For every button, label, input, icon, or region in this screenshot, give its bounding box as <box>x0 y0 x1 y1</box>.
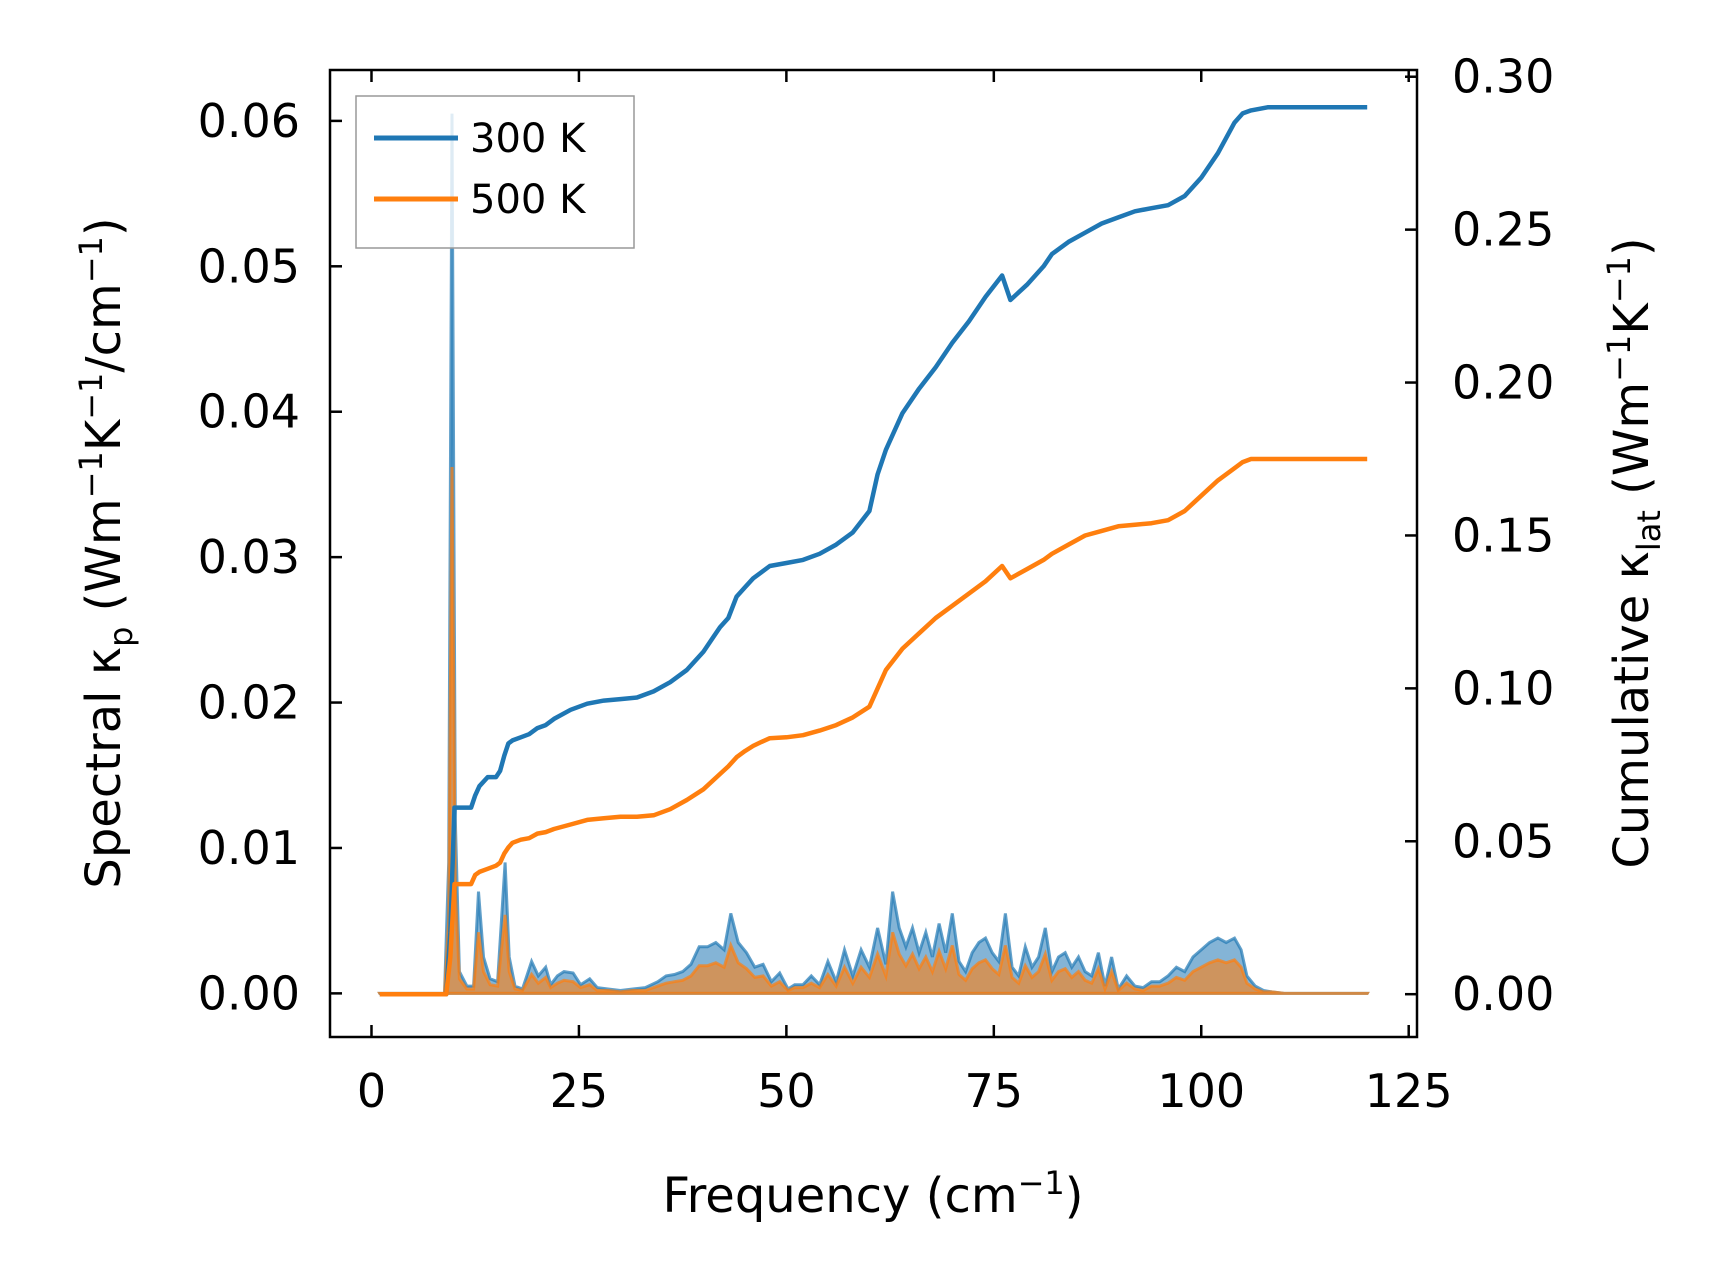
spectral-area-300k <box>377 113 1370 995</box>
x-tick-label: 75 <box>965 1064 1024 1118</box>
y-right-tick-label: 0.30 <box>1452 50 1554 104</box>
x-tick-label: 0 <box>357 1064 386 1118</box>
plot-frame <box>328 68 1419 1039</box>
y-left-tick-label: 0.02 <box>198 676 300 730</box>
cumulative-lines <box>379 105 1368 997</box>
y-right-tick-label: 0.00 <box>1452 967 1554 1021</box>
y-axis-right-label: Cumulative κlat (Wm−1K−1) <box>1600 237 1668 868</box>
x-tick-label: 25 <box>550 1064 609 1118</box>
legend: 300 K 500 K <box>355 95 635 249</box>
y-left-tick-label: 0.05 <box>198 239 300 293</box>
legend-label-300k: 300 K <box>470 116 587 162</box>
y-right-tick-label: 0.10 <box>1452 661 1554 715</box>
y-right-tick-label: 0.20 <box>1452 356 1554 410</box>
y-left-tick-label: 0.04 <box>198 385 300 439</box>
x-tick-label: 50 <box>757 1064 816 1118</box>
y-left-tick-label: 0.00 <box>198 966 300 1020</box>
x-tick-label: 125 <box>1365 1064 1453 1118</box>
x-tick-label: 100 <box>1157 1064 1245 1118</box>
cumulative-line-300k <box>379 105 1368 997</box>
legend-label-500k: 500 K <box>470 177 587 223</box>
y-right-tick-label: 0.15 <box>1452 508 1554 562</box>
y-left-tick-label: 0.01 <box>198 821 300 875</box>
axis-ticks <box>330 70 1417 1037</box>
y-left-tick-label: 0.06 <box>198 94 300 148</box>
y-left-tick-label: 0.03 <box>198 530 300 584</box>
legend-box <box>355 95 635 249</box>
y-right-tick-label: 0.25 <box>1452 203 1554 257</box>
y-right-tick-label: 0.05 <box>1452 814 1554 868</box>
y-axis-left-label: Spectral κp (Wm−1K−1/cm−1) <box>72 217 140 888</box>
x-axis-label: Frequency (cm−1) <box>662 1164 1083 1224</box>
spectral-fills <box>377 113 1370 995</box>
tick-labels: 0 25 50 75 100 125 0.00 0.01 0.02 0.03 0.04 0.05 0.0… <box>198 50 1555 1118</box>
spectral-area-500k <box>377 466 1370 995</box>
cumulative-line-500k <box>379 456 1368 997</box>
